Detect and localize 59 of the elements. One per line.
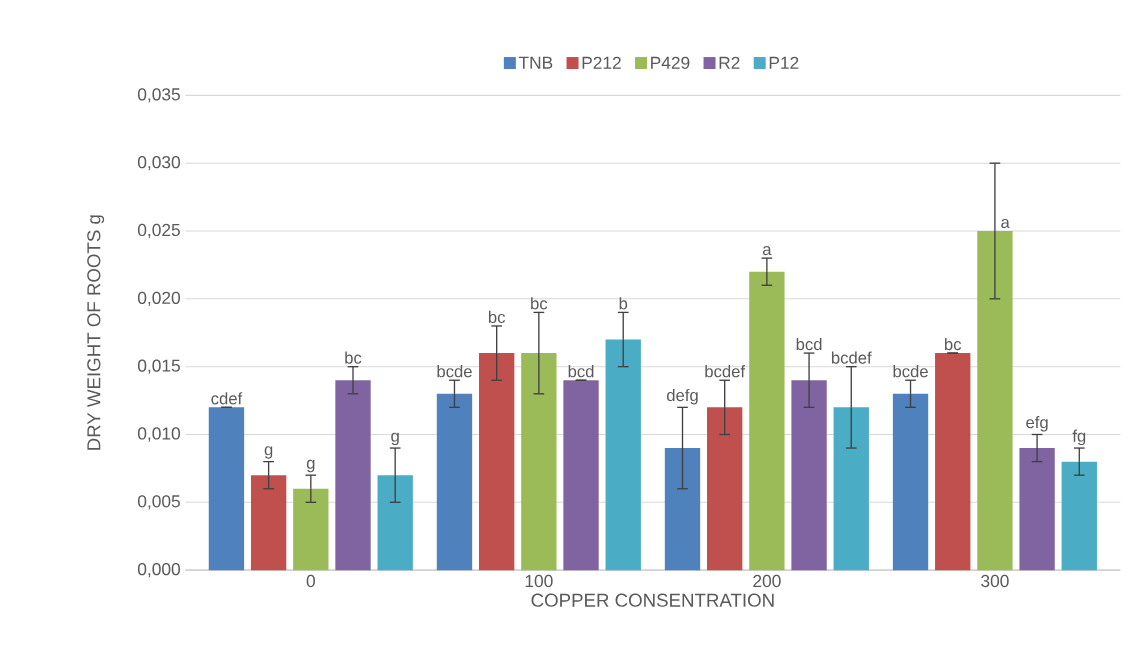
bar (436, 393, 473, 571)
bar (892, 393, 929, 571)
data-label: g (306, 459, 315, 473)
bar (833, 407, 869, 571)
data-label: a (762, 245, 772, 256)
legend-label: R2 (719, 56, 740, 69)
data-label: defg (666, 388, 698, 405)
bar (1061, 461, 1097, 571)
data-label: bcde (893, 364, 928, 378)
bar (707, 407, 743, 571)
bar (335, 380, 371, 571)
legend-label: TNB (518, 56, 553, 69)
data-label: a (1001, 218, 1010, 228)
bar (749, 271, 785, 571)
data-label: g (391, 432, 399, 446)
bar (208, 407, 245, 571)
y-tick-label: 0,010 (137, 427, 181, 442)
legend-label: P212 (582, 56, 621, 69)
data-label: cdef (211, 392, 243, 405)
bar (605, 339, 641, 571)
data-label: bcd (568, 364, 594, 378)
x-tick-label: 300 (981, 574, 1009, 588)
y-tick-label: 0,035 (137, 88, 180, 103)
bar (478, 353, 515, 571)
x-tick-label: 0 (306, 574, 315, 588)
y-tick-label: 0,015 (137, 359, 180, 374)
x-tick-label: 200 (753, 574, 781, 588)
data-label: bc (944, 337, 962, 351)
data-label: bc (488, 310, 506, 323)
data-label: bcd (796, 337, 822, 351)
data-label: efg (1026, 415, 1048, 432)
data-label: g (264, 446, 273, 459)
y-tick-label: 0,005 (137, 495, 180, 510)
data-label: fg (1072, 429, 1086, 446)
x-tick-label: 100 (525, 574, 553, 588)
bar (935, 353, 971, 571)
legend-label: P429 (651, 56, 690, 69)
bar (791, 380, 827, 571)
bar (977, 230, 1013, 571)
bar (563, 380, 599, 571)
y-tick-label: 0,020 (137, 291, 181, 306)
data-label: bc (531, 297, 548, 310)
legend-label: P12 (769, 56, 799, 69)
y-tick-label: 0,025 (137, 223, 180, 239)
bar (664, 447, 701, 571)
bar (293, 488, 329, 571)
y-tick-label: 0,000 (137, 562, 181, 578)
y-axis-title: DRY WEIGHT OF ROOTS g (87, 215, 105, 450)
x-axis-title: COPPER CONSENTRATION (531, 593, 774, 607)
data-label: bcdef (831, 351, 872, 364)
data-label: bcde (437, 364, 472, 378)
data-label: b (619, 297, 628, 310)
bar (250, 475, 287, 571)
bar (521, 353, 557, 571)
y-tick-label: 0,030 (137, 155, 181, 171)
bar (377, 475, 413, 571)
data-label: bc (345, 351, 362, 364)
bar (1019, 447, 1055, 571)
data-label: bcdef (705, 364, 746, 378)
